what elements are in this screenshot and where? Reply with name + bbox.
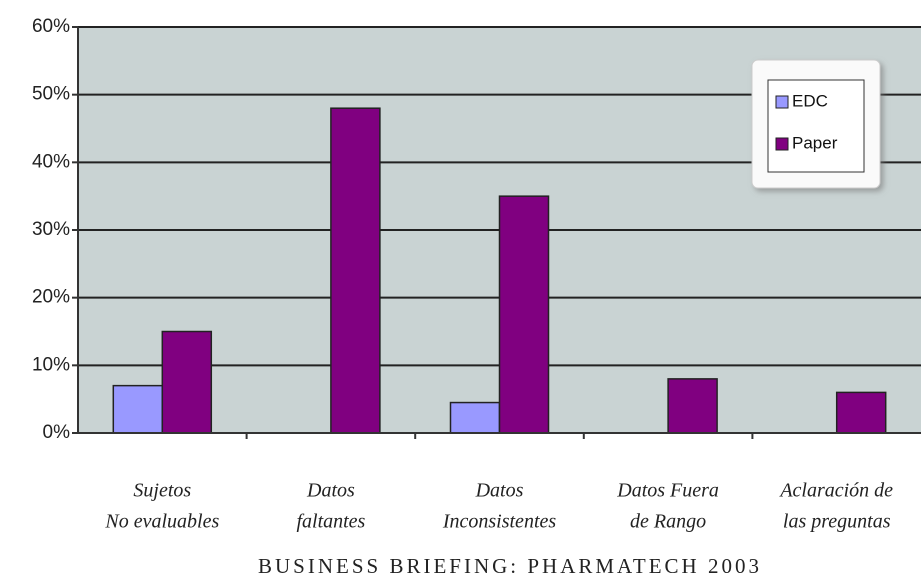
y-tick-label: 0% — [43, 422, 71, 443]
y-tick-label: 50% — [32, 84, 70, 105]
x-tick-label: No evaluables — [104, 511, 219, 533]
bar — [330, 107, 381, 434]
x-tick-label: Datos — [475, 480, 524, 502]
bar — [498, 195, 550, 434]
x-tick-label: Aclaración de — [778, 480, 893, 502]
legend: EDC Paper — [751, 59, 881, 189]
y-tick-label: 30% — [32, 219, 70, 240]
x-tick-label: faltantes — [296, 511, 365, 533]
legend-inner — [767, 79, 865, 173]
x-tick-label: Inconsistentes — [442, 511, 557, 533]
x-tick-label: Sujetos — [133, 480, 191, 502]
y-tick-label: 10% — [32, 354, 70, 375]
legend-swatch — [775, 95, 789, 109]
x-tick-label: de Rango — [630, 511, 706, 533]
legend-swatch — [775, 137, 789, 151]
y-tick-label: 40% — [32, 151, 70, 172]
bar — [835, 391, 887, 434]
x-tick-label: Datos — [306, 480, 355, 502]
bar — [161, 330, 213, 434]
bar — [112, 384, 164, 434]
x-tick-label: Datos Fuera — [616, 480, 719, 502]
y-tick-label: 20% — [32, 287, 70, 308]
footer: BUSINESS BRIEFING: PHARMATECH 2003 — [258, 554, 762, 578]
y-tick-label: 60% — [32, 16, 70, 37]
bar — [667, 378, 718, 434]
bar — [449, 401, 501, 434]
x-tick-label: las preguntas — [783, 511, 891, 533]
legend-label: EDC — [792, 91, 828, 110]
legend-label: Paper — [792, 133, 838, 152]
